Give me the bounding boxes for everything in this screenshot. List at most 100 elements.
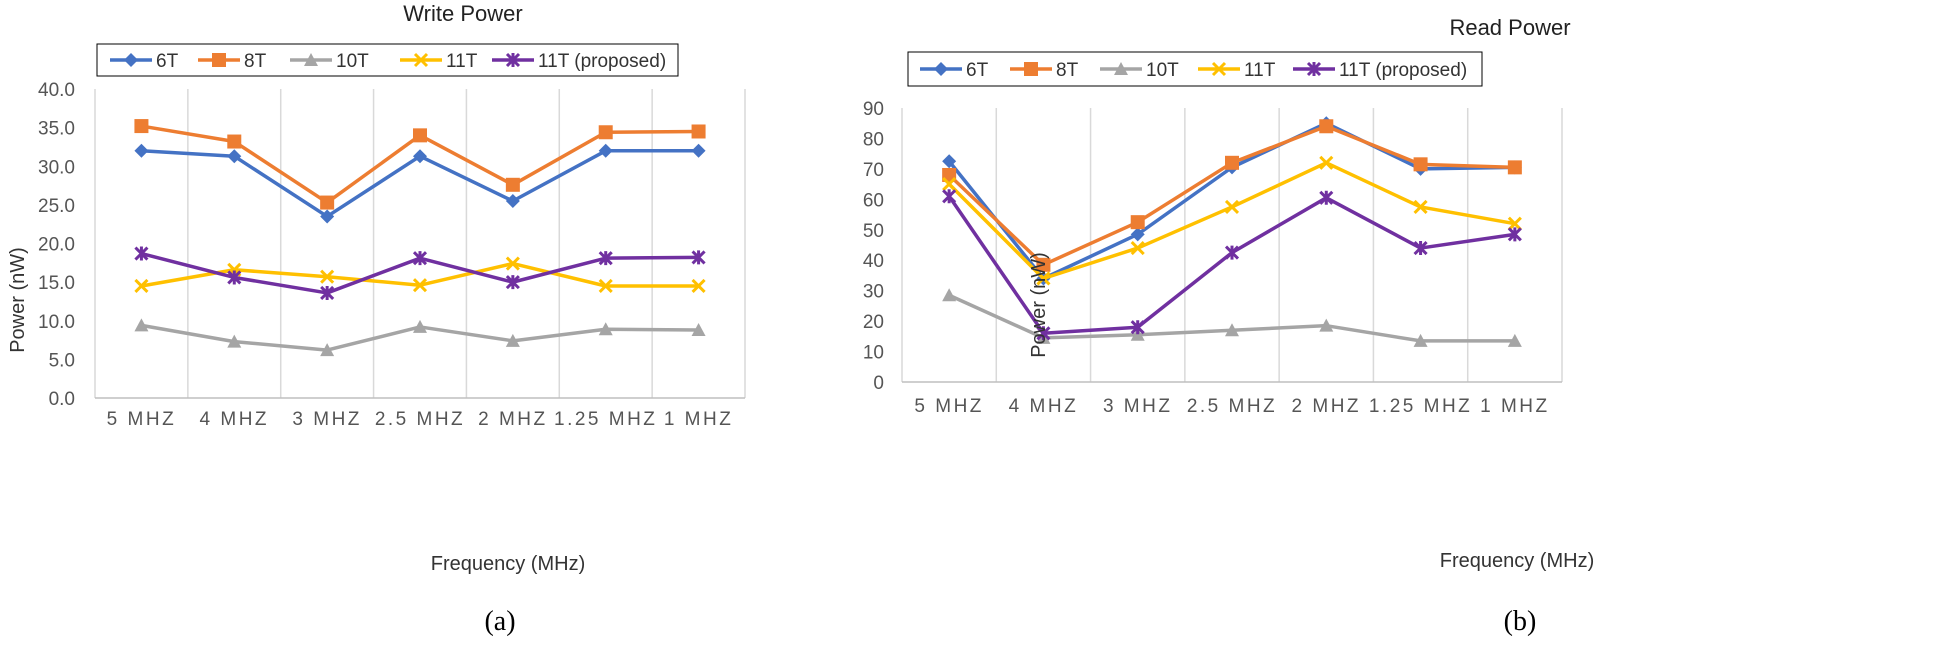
legend-item: 11T (proposed) [1293,60,1467,81]
chart-write-power: Write Power 0.0 5.0 10.0 15.0 20.0 25.0 30.0 35… [7,1,746,637]
data-point [505,333,520,347]
series-10t [134,318,706,357]
data-point [942,167,957,182]
y-tick-label: 0 [873,373,884,394]
legend-marker [304,53,318,66]
legend-label: 11T (proposed) [1339,60,1467,81]
data-point [691,124,706,139]
legend-label: 11T [1244,60,1276,81]
y-tick-label: 5.0 [49,350,75,371]
data-point [505,177,520,192]
data-point [1130,320,1145,335]
data-point [1130,327,1145,341]
data-point [1413,333,1428,347]
legend-item: 6T [110,51,179,72]
y-axis-label: Power (nW) [7,247,29,353]
data-point [1225,323,1239,337]
y-tick-label: 80 [863,129,884,150]
data-point [1319,190,1334,205]
chart-read-power: Read Power 0 10 20 30 40 50 60 70 80 90 5 MHZ 4 MHZ… [863,15,1594,637]
data-point [1413,157,1428,172]
x-tick-label: 2.5 MHZ [375,409,465,430]
data-point [691,323,706,337]
y-tick-label: 30.0 [38,157,75,178]
y-tick-label: 50 [863,221,884,242]
data-point [942,288,957,302]
x-tick-label: 3 MHZ [292,409,362,430]
x-tick-label: 5 MHZ [914,396,984,417]
x-tick-label: 5 MHZ [107,409,177,430]
data-point [320,269,335,284]
data-point [1507,227,1522,242]
data-point [227,149,242,164]
data-point [1130,215,1145,230]
data-point [1036,257,1051,272]
legend-marker [505,52,521,68]
data-point [1224,199,1240,215]
legend-marker [934,62,948,76]
legend-box [96,43,679,77]
data-point [691,143,706,158]
chart-title: Write Power [403,1,522,26]
y-tick-label: 10 [863,343,884,364]
legend-label: 8T [1056,60,1079,81]
legend-item: 6T [920,60,989,81]
data-point [598,125,613,140]
legend: 6T 8T 10T 11T 11T (proposed) [96,43,679,77]
legend-label: 11T [446,51,478,72]
data-point [413,319,427,333]
data-point [942,177,957,192]
data-point [227,334,242,348]
data-point [942,189,957,204]
legend-box [907,51,1483,87]
x-tick-label: 2 MHZ [478,409,548,430]
data-point [598,251,613,266]
data-point [505,275,520,290]
data-point [691,250,706,265]
series-line [947,124,1515,267]
y-tick-label: 30 [863,282,884,303]
data-point [505,256,520,271]
x-tick-label: 4 MHZ [200,409,270,430]
legend-marker [124,53,138,67]
y-tick-label: 20 [863,312,884,333]
legend-item: 8T [198,51,267,72]
data-point [320,343,335,357]
y-tick-label: 40.0 [38,80,75,101]
data-point [134,278,149,294]
x-axis-label: Frequency (MHz) [1440,550,1594,572]
legend-label: 8T [244,51,267,72]
legend-marker [1306,61,1322,77]
data-point [598,143,613,158]
legend-item: 11T [400,51,478,72]
data-point [598,278,613,294]
legend-item: 11T [1198,60,1276,81]
data-point [227,270,242,285]
data-point [1224,245,1240,260]
x-tick-label: 2 MHZ [1292,396,1362,417]
data-point [320,285,335,301]
data-point [1319,318,1334,332]
data-point [412,251,428,266]
data-point [691,278,706,294]
data-point [1130,227,1145,242]
data-point [1507,160,1522,175]
chart-title: Read Power [1449,15,1570,40]
legend-marker [212,53,226,67]
legend-item: 10T [290,51,369,72]
plot-area: 0.0 5.0 10.0 15.0 20.0 25.0 30.0 35.0 40.0 5 MHZ 4… [38,43,746,430]
legend-item: 11T (proposed) [492,51,666,72]
figure-caption: (a) [484,606,515,637]
y-tick-label: 40 [863,251,884,272]
series-8t [942,119,1522,272]
series-11t [942,155,1522,286]
series-11t-proposed [134,246,706,301]
data-point [320,195,335,210]
data-point [1319,119,1334,134]
plot-area: 0 10 20 30 40 50 60 70 80 90 5 MHZ 4 MHZ 3 MHZ 2.5 MH… [863,51,1563,417]
legend-label: 6T [966,60,989,81]
y-tick-label: 25.0 [38,196,75,217]
data-point [1413,240,1428,256]
data-point [134,318,149,332]
